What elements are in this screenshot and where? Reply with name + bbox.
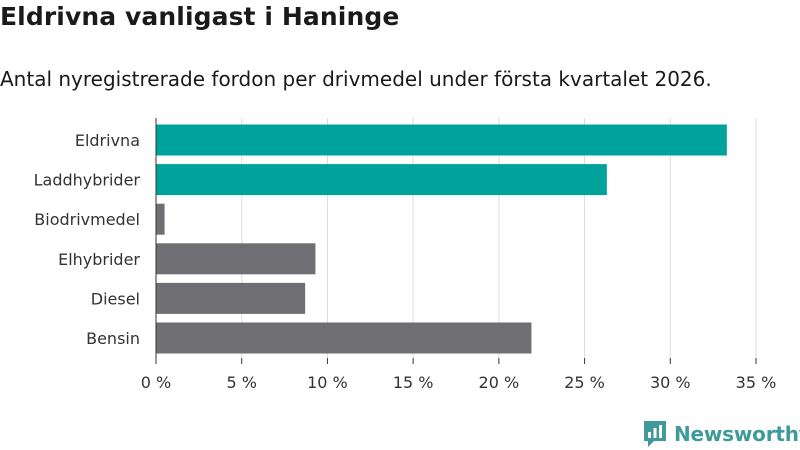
- bar: [156, 322, 532, 354]
- x-tick-label: 30 %: [650, 373, 691, 392]
- x-tick-label: 5 %: [226, 373, 256, 392]
- bar: [156, 243, 316, 275]
- newsworthy-logo: Newsworthy: [642, 419, 800, 449]
- x-tick-label: 0 %: [141, 373, 171, 392]
- x-tick-label: 35 %: [736, 373, 777, 392]
- x-tick-label: 25 %: [564, 373, 605, 392]
- gridlines: [241, 118, 757, 358]
- category-label: Eldrivna: [75, 131, 140, 150]
- x-tick-label: 15 %: [393, 373, 434, 392]
- newsworthy-logo-icon: [644, 421, 666, 447]
- bars: [155, 118, 727, 358]
- bar: [156, 203, 165, 235]
- brand-name: Newsworthy: [674, 422, 800, 446]
- category-label: Laddhybrider: [34, 171, 141, 190]
- category-label: Biodrivmedel: [34, 210, 140, 229]
- chart-subtitle: Antal nyregistrerade fordon per drivmede…: [0, 67, 712, 91]
- category-label: Bensin: [86, 329, 140, 348]
- category-label: Diesel: [91, 289, 140, 308]
- bar-chart: Eldrivna Laddhybrider Biodrivmedel Elhybrid…: [34, 118, 777, 392]
- bar: [156, 124, 727, 156]
- category-label: Elhybrider: [58, 250, 140, 269]
- x-tick-label: 10 %: [307, 373, 348, 392]
- bar: [156, 164, 607, 196]
- x-tick-label: 20 %: [479, 373, 520, 392]
- category-labels: Eldrivna Laddhybrider Biodrivmedel Elhybrid…: [34, 131, 141, 348]
- x-axis-ticks: 0 % 5 % 10 % 15 % 20 % 25 % 30 % 35 %: [141, 358, 777, 392]
- chart-title: Eldrivna vanligast i Haninge: [0, 2, 400, 31]
- bar: [156, 282, 306, 314]
